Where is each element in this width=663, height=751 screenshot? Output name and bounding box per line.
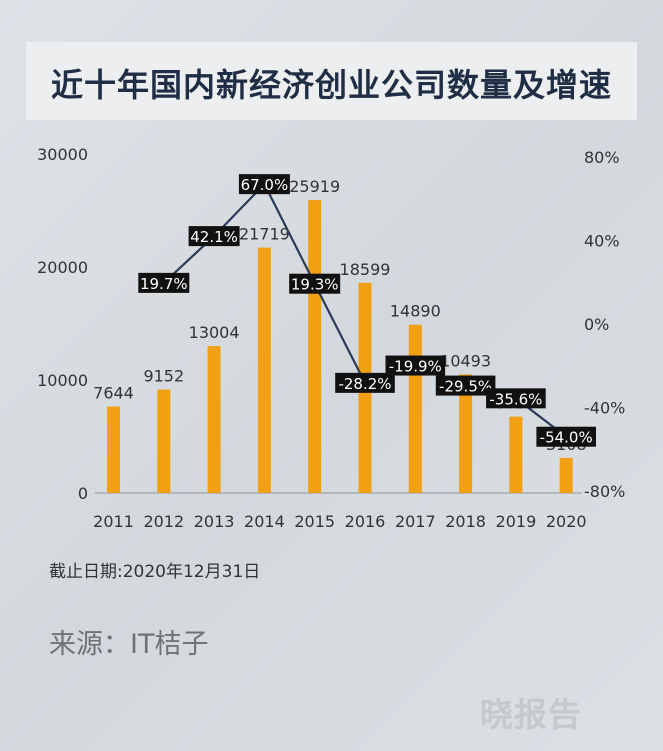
growth-label-text: 42.1% xyxy=(190,228,238,246)
y-left-tick-label: 0 xyxy=(78,484,88,503)
x-tick-label: 2017 xyxy=(395,512,436,531)
growth-label-text: -19.9% xyxy=(389,358,442,376)
growth-label: 19.3% xyxy=(289,273,341,294)
x-tick-label: 2019 xyxy=(496,512,537,531)
chart-title: 近十年国内新经济创业公司数量及增速 xyxy=(50,66,612,104)
growth-label: 42.1% xyxy=(188,226,240,247)
source-text: 来源：IT桔子 xyxy=(49,629,209,660)
y-right-tick-label: 40% xyxy=(584,232,620,251)
x-tick-label: 2016 xyxy=(345,512,386,531)
title-band: 近十年国内新经济创业公司数量及增速 xyxy=(26,42,637,120)
growth-label-text: 19.7% xyxy=(140,275,188,293)
growth-label-text: -35.6% xyxy=(489,390,542,408)
growth-label: 67.0% xyxy=(238,174,290,195)
growth-label: 19.7% xyxy=(138,272,190,293)
growth-label-text: -28.2% xyxy=(338,375,391,393)
growth-label-box xyxy=(138,272,190,293)
y-right-tick-label: 80% xyxy=(584,148,620,167)
y-right-tick-label: -40% xyxy=(584,399,625,418)
growth-label-box xyxy=(238,174,290,195)
x-tick-label: 2013 xyxy=(194,512,235,531)
growth-label: -28.2% xyxy=(335,372,395,393)
growth-label-text: -29.5% xyxy=(439,378,492,396)
growth-label: -35.6% xyxy=(486,388,546,409)
y-left-tick-label: 10000 xyxy=(37,371,88,390)
x-tick-label: 2015 xyxy=(294,512,335,531)
bar xyxy=(408,324,422,493)
bar-value-label: 10493 xyxy=(440,351,491,370)
growth-label-box xyxy=(335,372,395,393)
watermark: 晓报告 xyxy=(480,695,582,734)
y-right-tick-label: -80% xyxy=(584,482,625,501)
bar xyxy=(459,374,473,493)
bar xyxy=(107,406,120,493)
bar xyxy=(157,389,171,493)
growth-label-box xyxy=(536,426,596,447)
bar-value-label: 14890 xyxy=(390,302,441,321)
growth-label-box xyxy=(385,355,446,376)
bar xyxy=(207,346,221,493)
x-tick-label: 2014 xyxy=(244,512,285,531)
bar xyxy=(559,457,573,493)
bar-value-label: 25919 xyxy=(289,177,340,196)
growth-label: -29.5% xyxy=(435,375,496,396)
growth-label-text: 19.3% xyxy=(291,276,339,294)
growth-label-text: -54.0% xyxy=(540,429,593,447)
bar-value-label: 7644 xyxy=(93,384,134,403)
date-note: 截止日期:2020年12月31日 xyxy=(49,562,261,582)
growth-label-text: 67.0% xyxy=(241,176,289,194)
growth-label-box xyxy=(435,375,496,396)
x-tick-label: 2012 xyxy=(143,512,184,531)
growth-label-box xyxy=(188,226,240,247)
growth-label: -54.0% xyxy=(536,426,596,447)
bar-value-label: 18599 xyxy=(340,260,391,279)
bar-value-label: 9152 xyxy=(143,367,184,386)
bar-value-label: 21719 xyxy=(239,225,290,244)
growth-label: -19.9% xyxy=(385,355,446,376)
bar xyxy=(257,247,271,493)
growth-label-box xyxy=(289,273,341,294)
bar-value-label: 13004 xyxy=(189,323,240,342)
x-tick-label: 2018 xyxy=(445,512,486,531)
x-tick-label: 2020 xyxy=(546,512,587,531)
y-right-tick-label: 0% xyxy=(584,315,609,334)
y-left-tick-label: 30000 xyxy=(37,145,88,164)
x-tick-label: 2011 xyxy=(93,512,134,531)
bar xyxy=(509,416,523,493)
bar xyxy=(308,200,322,493)
growth-label-box xyxy=(486,388,546,409)
y-left-tick-label: 20000 xyxy=(37,258,88,277)
